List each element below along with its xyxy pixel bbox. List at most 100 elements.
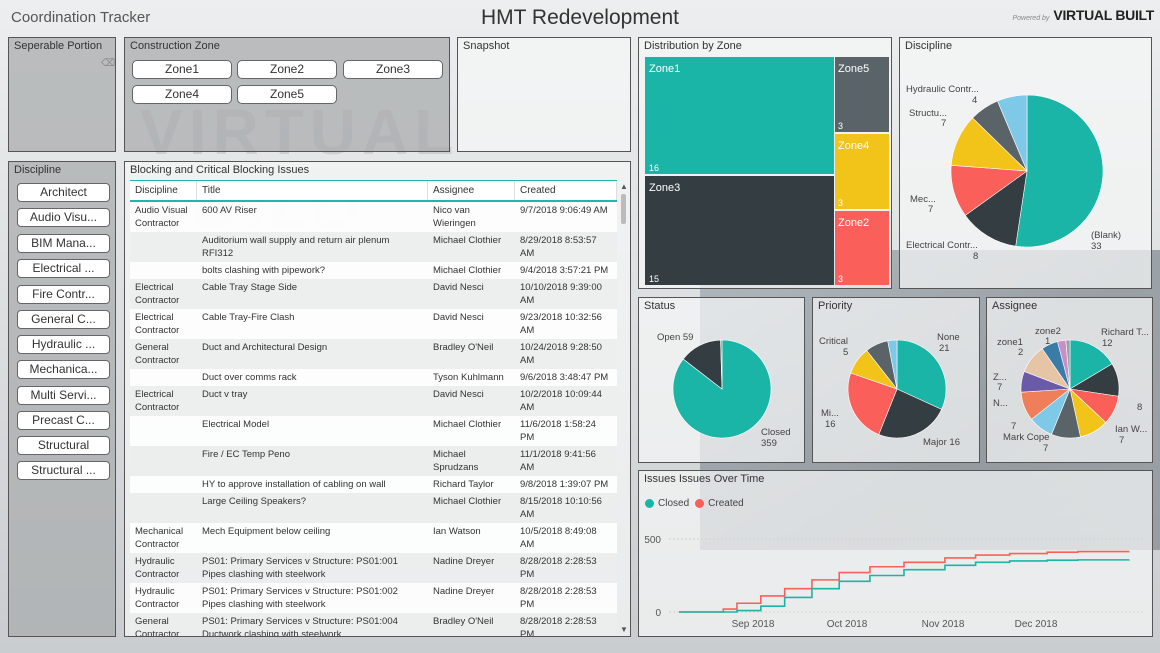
separable-portion-title: Seperable Portion <box>14 40 103 52</box>
snapshot-title: Snapshot <box>463 40 510 52</box>
discipline-item[interactable]: Structural <box>17 436 110 455</box>
table-row[interactable]: Auditorium wall supply and return air pl… <box>130 232 617 262</box>
zone-button-5[interactable]: Zone5 <box>237 85 337 104</box>
column-header-created[interactable]: Created <box>515 181 617 200</box>
table-row[interactable]: Duct over comms rack Tyson Kuhlmann 9/6/20… <box>130 369 617 386</box>
zone-treemap-panel: Distribution by Zone Zone1 16 Zone3 15 Z… <box>638 37 892 289</box>
pie-slice[interactable] <box>896 339 947 410</box>
cell-discipline: General Contractor <box>135 342 180 366</box>
discipline-item[interactable]: Electrical ... <box>17 259 110 278</box>
pie-slice[interactable] <box>847 372 898 435</box>
pie-slice[interactable] <box>1065 339 1071 390</box>
series-line-created[interactable] <box>679 550 1130 613</box>
treemap-cell-zone2[interactable] <box>835 211 889 285</box>
pie-slice[interactable] <box>887 339 898 390</box>
treemap-cell-zone4[interactable] <box>835 134 889 209</box>
discipline-item[interactable]: Hydraulic ... <box>17 335 110 354</box>
y-tick-label: 500 <box>644 535 661 546</box>
treemap-label: Zone3 <box>649 182 680 194</box>
table-row[interactable]: Audio Visual Contractor 600 AV Riser Nico … <box>130 202 617 232</box>
discipline-pie-svg[interactable] <box>900 38 1153 290</box>
cell-title: PS01: Primary Services v Structure: PS01… <box>202 616 398 636</box>
issues-over-time-panel: Issues Issues Over Time Closed Created 5… <box>638 470 1153 637</box>
cell-assignee: Michael Clothier <box>433 496 502 507</box>
discipline-item[interactable]: BIM Mana... <box>17 234 110 253</box>
status-pie-svg[interactable] <box>639 298 806 464</box>
pie-label: Richard T... <box>1101 327 1149 338</box>
treemap-cell-zone1[interactable] <box>645 57 834 174</box>
pie-slice[interactable] <box>878 388 942 439</box>
table-row[interactable]: General Contractor PS01: Primary Services… <box>130 613 617 636</box>
column-header-discipline[interactable]: Discipline <box>130 181 197 200</box>
discipline-item[interactable]: Fire Contr... <box>17 285 110 304</box>
discipline-item[interactable]: Mechanica... <box>17 360 110 379</box>
separable-portion-slicer[interactable]: Seperable Portion ⌫ <box>8 37 116 152</box>
scroll-up-icon[interactable]: ▲ <box>620 182 628 191</box>
table-header: Discipline Title Assignee Created <box>130 180 617 202</box>
cell-assignee: Nadine Dreyer <box>433 556 495 567</box>
cell-created: 10/24/2018 9:28:50 AM <box>520 342 602 366</box>
pie-slice[interactable] <box>1015 94 1104 248</box>
powered-by-text: Powered by <box>1012 15 1050 22</box>
zone-button-3[interactable]: Zone3 <box>343 60 443 79</box>
pie-slice[interactable] <box>720 339 723 390</box>
zone-button-2[interactable]: Zone2 <box>237 60 337 79</box>
table-row[interactable]: Large Ceiling Speakers? Michael Clothier 8… <box>130 493 617 523</box>
cell-title: bolts clashing with pipework? <box>202 265 326 276</box>
pie-label-value: 59 <box>682 332 694 343</box>
column-header-assignee[interactable]: Assignee <box>428 181 515 200</box>
cell-discipline: Mechanical Contractor <box>135 526 184 550</box>
priority-pie-svg[interactable] <box>813 298 981 464</box>
pie-value: 359 <box>761 438 777 449</box>
construction-zone-slicer: Construction Zone Zone1 Zone2 Zone3 Zone… <box>124 37 450 152</box>
cell-title: Auditorium wall supply and return air pl… <box>202 235 390 259</box>
series-line-closed[interactable] <box>679 559 1130 613</box>
table-row[interactable]: General Contractor Duct and Architectural… <box>130 339 617 369</box>
cell-discipline: Electrical Contractor <box>135 282 180 306</box>
table-row[interactable]: Electrical Contractor Cable Tray Stage Si… <box>130 279 617 309</box>
treemap-label: Zone2 <box>838 217 869 229</box>
pie-label: Ian W... <box>1115 424 1148 435</box>
table-scrollbar[interactable]: ▲ ▼ <box>619 182 628 634</box>
discipline-item[interactable]: General C... <box>17 310 110 329</box>
cell-discipline <box>130 446 197 476</box>
discipline-item[interactable]: Architect <box>17 183 110 202</box>
cell-created: 9/6/2018 3:48:47 PM <box>520 372 609 383</box>
eraser-icon[interactable]: ⌫ <box>101 58 116 69</box>
table-row[interactable]: Hydraulic Contractor PS01: Primary Servic… <box>130 553 617 583</box>
line-chart-svg[interactable]: 500 0 Sep 2018 Oct 2018 Nov 2018 Dec 201… <box>639 471 1154 638</box>
treemap-svg: Zone1 16 Zone3 15 Zone5 3 Zone4 3 Zone2 … <box>645 57 889 285</box>
pie-label: Mark Cope <box>1003 432 1050 443</box>
pie-slice[interactable] <box>964 170 1028 247</box>
table-row[interactable]: Electrical Model Michael Clothier 11/6/201… <box>130 416 617 446</box>
table-row[interactable]: HY to approve installation of cabling on… <box>130 476 617 493</box>
legend-label-created[interactable]: Created <box>708 498 744 509</box>
scroll-thumb[interactable] <box>621 194 626 224</box>
table-row[interactable]: Fire / EC Temp Peno Michael Sprudzans 11/1… <box>130 446 617 476</box>
cell-assignee: Michael Clothier <box>433 419 502 430</box>
treemap-cell-zone5[interactable] <box>835 57 889 132</box>
table-row[interactable]: bolts clashing with pipework? Michael Clo… <box>130 262 617 279</box>
discipline-item[interactable]: Audio Visu... <box>17 208 110 227</box>
table-row[interactable]: Mechanical Contractor Mech Equipment belo… <box>130 523 617 553</box>
treemap-cell-zone3[interactable] <box>645 176 834 285</box>
table-row[interactable]: Electrical Contractor Cable Tray-Fire Cla… <box>130 309 617 339</box>
pie-slice[interactable] <box>1069 339 1113 390</box>
priority-pie-panel: Priority Critical 5 None 21 Mi... 16 Maj… <box>812 297 980 463</box>
column-header-title[interactable]: Title <box>197 181 428 200</box>
table-row[interactable]: Electrical Contractor Duct v tray David Ne… <box>130 386 617 416</box>
scroll-down-icon[interactable]: ▼ <box>620 625 628 634</box>
cell-discipline: General Contractor <box>135 616 180 636</box>
zone-button-1[interactable]: Zone1 <box>132 60 232 79</box>
assignee-pie-svg[interactable] <box>987 298 1154 464</box>
table-row[interactable]: Hydraulic Contractor PS01: Primary Servic… <box>130 583 617 613</box>
cell-discipline <box>130 262 197 279</box>
discipline-item[interactable]: Multi Servi... <box>17 386 110 405</box>
legend-label-closed[interactable]: Closed <box>658 498 690 509</box>
discipline-item[interactable]: Structural ... <box>17 461 110 480</box>
priority-pie-title: Priority <box>818 300 853 312</box>
zone-button-4[interactable]: Zone4 <box>132 85 232 104</box>
discipline-item[interactable]: Precast C... <box>17 411 110 430</box>
pie-label-value: 16 <box>949 437 960 448</box>
pie-slice[interactable] <box>997 94 1028 172</box>
